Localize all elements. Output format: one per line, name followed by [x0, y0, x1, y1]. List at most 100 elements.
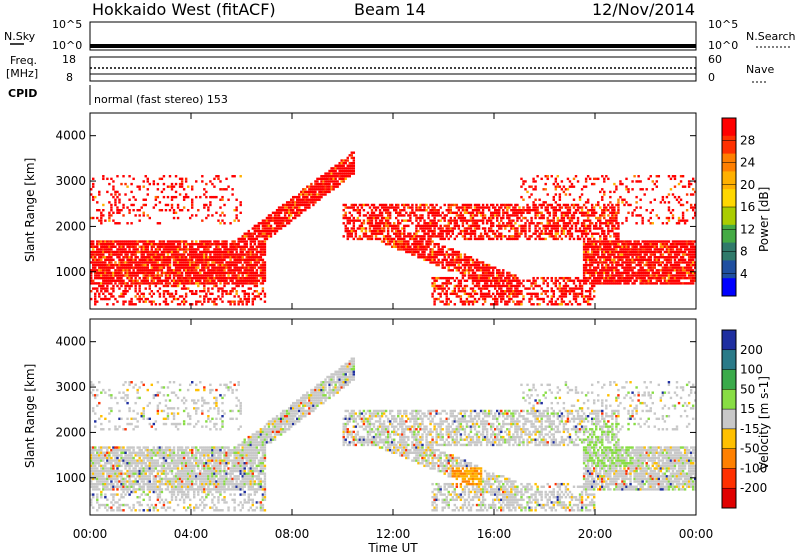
data-cell — [102, 276, 105, 280]
data-cell — [469, 235, 473, 238]
data-cell — [500, 227, 503, 230]
data-cell — [609, 258, 612, 262]
data-cell — [595, 227, 598, 230]
data-cell — [140, 297, 143, 301]
data-cell — [134, 253, 137, 256]
data-cell — [461, 203, 465, 207]
data-cell — [90, 279, 93, 282]
freq-label: Freq. — [10, 54, 37, 67]
data-cell — [166, 261, 170, 264]
data-cell — [199, 269, 202, 272]
data-cell — [182, 300, 186, 303]
data-cell — [467, 227, 471, 230]
data-cell — [259, 263, 263, 267]
data-cell — [467, 211, 471, 215]
data-cell — [312, 198, 315, 201]
data-cell — [98, 256, 101, 259]
data-cell — [449, 229, 452, 233]
data-cell — [496, 269, 499, 272]
data-cell — [263, 261, 267, 264]
data-cell — [605, 250, 608, 254]
data-cell — [489, 222, 493, 225]
data-cell — [223, 279, 226, 282]
data-cell — [625, 269, 628, 272]
data-cell — [584, 248, 588, 251]
data-cell — [273, 216, 277, 220]
data-cell — [390, 206, 394, 209]
data-cell — [393, 206, 396, 209]
data-cell — [592, 182, 596, 186]
data-cell — [514, 284, 517, 288]
data-cell — [253, 237, 257, 241]
data-cell — [140, 266, 143, 269]
data-cell — [550, 297, 553, 301]
data-cell — [170, 182, 174, 186]
data-cell — [665, 261, 669, 264]
data-cell — [150, 253, 154, 256]
data-cell — [114, 245, 117, 248]
data-cell — [130, 253, 133, 256]
data-cell — [534, 214, 537, 217]
data-cell — [162, 195, 166, 199]
data-cell — [592, 224, 596, 228]
data-cell — [465, 237, 469, 241]
data-cell — [249, 263, 252, 267]
data-cell — [124, 193, 127, 196]
data-cell — [595, 242, 598, 246]
data-cell — [138, 261, 141, 264]
data-cell — [540, 216, 543, 220]
data-cell — [659, 253, 663, 256]
data-cell — [609, 250, 612, 254]
data-cell — [627, 188, 630, 191]
data-cell — [461, 216, 465, 220]
data-cell — [388, 224, 392, 228]
data-cell — [249, 253, 252, 256]
data-cell — [247, 276, 250, 280]
data-cell — [259, 256, 263, 259]
data-cell — [350, 232, 353, 235]
data-cell — [633, 240, 636, 243]
data-cell — [146, 242, 149, 246]
data-cell — [166, 253, 170, 256]
data-cell — [285, 203, 289, 207]
data-cell — [637, 240, 640, 243]
data-cell — [487, 216, 491, 220]
data-cell — [239, 253, 242, 256]
data-cell — [132, 274, 135, 277]
data-cell — [249, 258, 252, 262]
data-cell — [639, 206, 642, 209]
data-cell — [601, 274, 604, 277]
data-cell — [320, 175, 323, 178]
data-cell — [520, 282, 523, 285]
data-cell — [633, 209, 636, 212]
data-cell — [611, 229, 614, 233]
data-cell — [431, 206, 434, 209]
data-cell — [647, 177, 650, 181]
data-cell — [471, 290, 475, 293]
data-cell — [570, 287, 574, 290]
data-cell — [534, 203, 537, 207]
data-cell — [92, 250, 95, 254]
data-cell — [516, 303, 519, 306]
data-cell — [498, 284, 501, 288]
data-cell — [607, 219, 610, 222]
data-cell — [562, 224, 566, 228]
data-cell — [641, 276, 644, 280]
data-cell — [292, 201, 295, 204]
data-cell — [205, 190, 208, 194]
data-cell — [314, 180, 317, 183]
data-cell — [597, 232, 600, 235]
data-cell — [358, 214, 362, 217]
data-cell — [607, 282, 610, 285]
data-cell — [287, 206, 291, 209]
data-cell — [603, 256, 606, 259]
data-cell — [485, 222, 489, 225]
data-cell — [508, 287, 511, 290]
data-cell — [186, 258, 190, 262]
data-cell — [415, 240, 418, 243]
data-cell — [138, 290, 141, 293]
data-cell — [199, 290, 202, 293]
data-cell — [201, 245, 204, 248]
data-cell — [152, 282, 156, 285]
data-cell — [255, 269, 259, 272]
